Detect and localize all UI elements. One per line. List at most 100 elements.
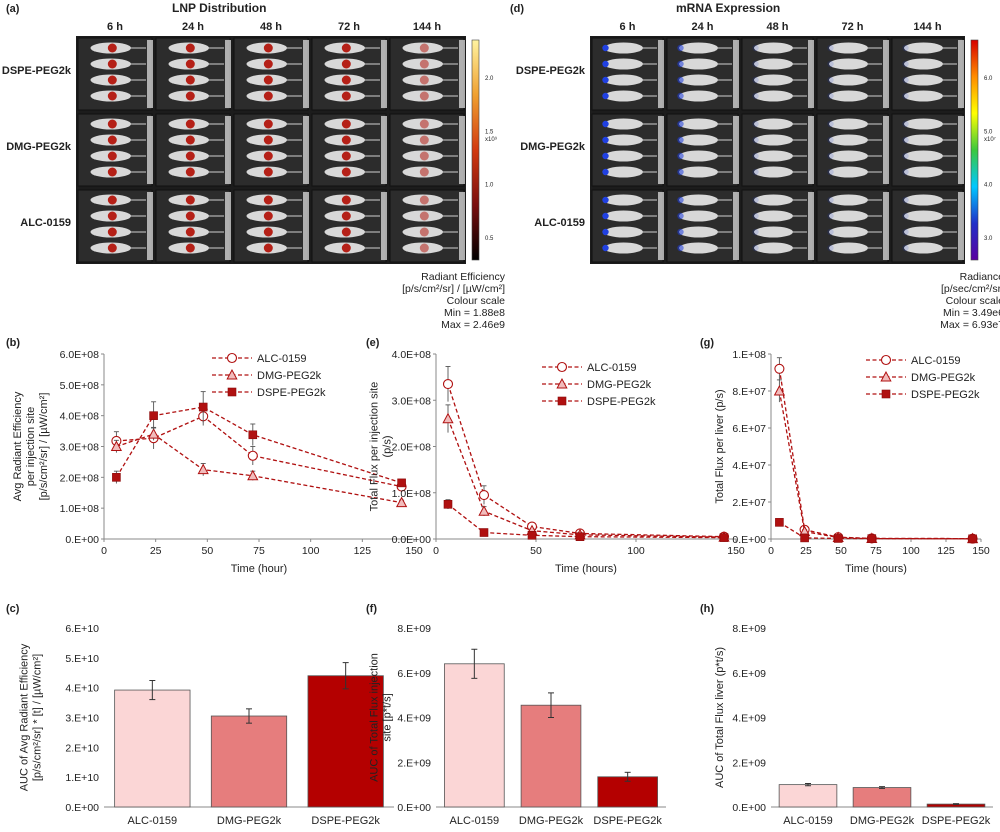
signal-spot (602, 228, 609, 236)
y-tick-label-c-0: 0.E+00 (65, 802, 99, 814)
series-e-1 (442, 404, 730, 542)
y-axis-label-b-1: per injection site (25, 407, 37, 487)
mouse-image-d-4-0 (891, 37, 964, 111)
time-label-d-0: 6 h (620, 21, 636, 33)
y-tick-label-b-2: 2.0E+08 (60, 472, 100, 484)
signal-spot (752, 76, 759, 84)
signal-spot (677, 196, 684, 204)
mouse-body (754, 210, 793, 222)
category-label-h-1: DMG-PEG2k (850, 815, 915, 827)
mouse-image-d-3-0 (816, 37, 889, 111)
y-axis-label-g-0: Total Flux per liver (p/s) (714, 389, 726, 503)
signal-spot (827, 228, 834, 236)
group-label-a-1: DMG-PEG2k (6, 141, 72, 153)
y-tick-label-b-0: 0.E+00 (65, 534, 99, 546)
data-point-b-1-1 (147, 428, 160, 439)
signal-spot (419, 195, 429, 205)
data-point-e-2-4 (719, 533, 729, 542)
signal-spot (677, 168, 684, 176)
mouse-body (679, 150, 718, 162)
signal-spot (419, 135, 429, 145)
x-tick-label-g-0: 0 (768, 545, 774, 557)
time-label-a-1: 24 h (182, 21, 204, 33)
mouse-image-d-3-2 (816, 189, 889, 263)
mouse-body (604, 118, 643, 130)
group-label-a-0: DSPE-PEG2k (2, 65, 72, 77)
mouse-body (604, 58, 643, 70)
mouse-image-a-4-0 (389, 37, 465, 111)
y-tick-label-c-1: 1.E+10 (65, 772, 99, 784)
legend-marker-e-1 (556, 377, 568, 389)
mouse-body (829, 226, 868, 238)
signal-spot (341, 119, 351, 129)
bar-h-1 (852, 787, 912, 808)
signal-spot (185, 211, 195, 221)
data-point-e-0-0 (442, 379, 454, 390)
mouse-body (604, 90, 643, 102)
y-tick-label-h-0: 0.E+00 (732, 802, 766, 814)
signal-spot (602, 196, 609, 204)
signal-spot (341, 167, 351, 177)
bar-c-2 (307, 675, 384, 808)
signal-spot (902, 196, 909, 204)
signal-spot (902, 136, 909, 144)
data-point-b-2-0 (112, 473, 121, 482)
scale-legend-a-2: Colour scale (447, 295, 506, 307)
mouse-image-a-3-0 (311, 37, 387, 111)
bar-c-0 (114, 689, 191, 808)
mouse-body (829, 42, 868, 54)
colorbar-d (970, 39, 979, 261)
data-point-b-1-4 (395, 496, 408, 508)
signal-spot (185, 195, 195, 205)
signal-spot (107, 59, 117, 69)
mouse-body (604, 242, 643, 254)
y-tick-label-f-0: 0.E+00 (397, 802, 431, 814)
legend-label-b-1: DMG-PEG2k (257, 370, 322, 382)
y-tick-label-c-6: 6.E+10 (65, 623, 99, 635)
image-id-strip (808, 40, 814, 108)
colorbar-tick-a-1: 1.5 (485, 129, 494, 135)
mouse-body (829, 242, 868, 254)
mouse-image-a-0-1 (77, 113, 153, 187)
x-tick-label-e-0: 0 (433, 545, 439, 557)
x-tick-label-b-6: 150 (405, 545, 423, 557)
signal-spot (677, 120, 684, 128)
signal-spot (902, 44, 909, 52)
image-id-strip (225, 40, 231, 108)
colorbar-tick-d-0: 6.0 (984, 76, 993, 82)
signal-spot (185, 243, 195, 253)
mouse-body (679, 210, 718, 222)
group-label-d-2: ALC-0159 (534, 217, 585, 229)
image-id-strip (381, 116, 387, 184)
signal-spot (341, 227, 351, 237)
series-g-0 (774, 357, 978, 544)
signal-spot (602, 244, 609, 252)
y-axis-label-h-0: AUC of Total Flux liver (p*t/s) (714, 647, 726, 788)
signal-spot (185, 43, 195, 53)
mouse-image-a-1-2 (155, 189, 231, 263)
signal-spot (341, 75, 351, 85)
y-tick-label-h-4: 8.E+09 (732, 623, 766, 635)
signal-spot (107, 167, 117, 177)
mouse-image-d-0-0 (591, 37, 664, 111)
signal-spot (107, 243, 117, 253)
colorbar-exponent-a: x10⁹ (485, 136, 498, 143)
image-id-strip (883, 40, 889, 108)
data-point-g-2-3 (867, 534, 877, 543)
mouse-body (679, 74, 718, 86)
mouse-body (904, 242, 943, 254)
group-label-d-0: DSPE-PEG2k (516, 65, 586, 77)
series-line-b-1 (116, 433, 402, 504)
data-point-b-2-3 (248, 430, 258, 440)
data-point-b-1-2 (197, 463, 209, 475)
bar-f-0 (444, 663, 505, 808)
signal-spot (419, 75, 429, 85)
mouse-body (904, 58, 943, 70)
bar-c-1 (210, 715, 288, 808)
category-label-c-1: DMG-PEG2k (217, 815, 282, 827)
mouse-image-a-1-0 (155, 37, 231, 111)
mouse-image-a-0-2 (77, 189, 153, 263)
signal-spot (827, 244, 834, 252)
signal-spot (185, 119, 195, 129)
signal-spot (677, 92, 684, 100)
